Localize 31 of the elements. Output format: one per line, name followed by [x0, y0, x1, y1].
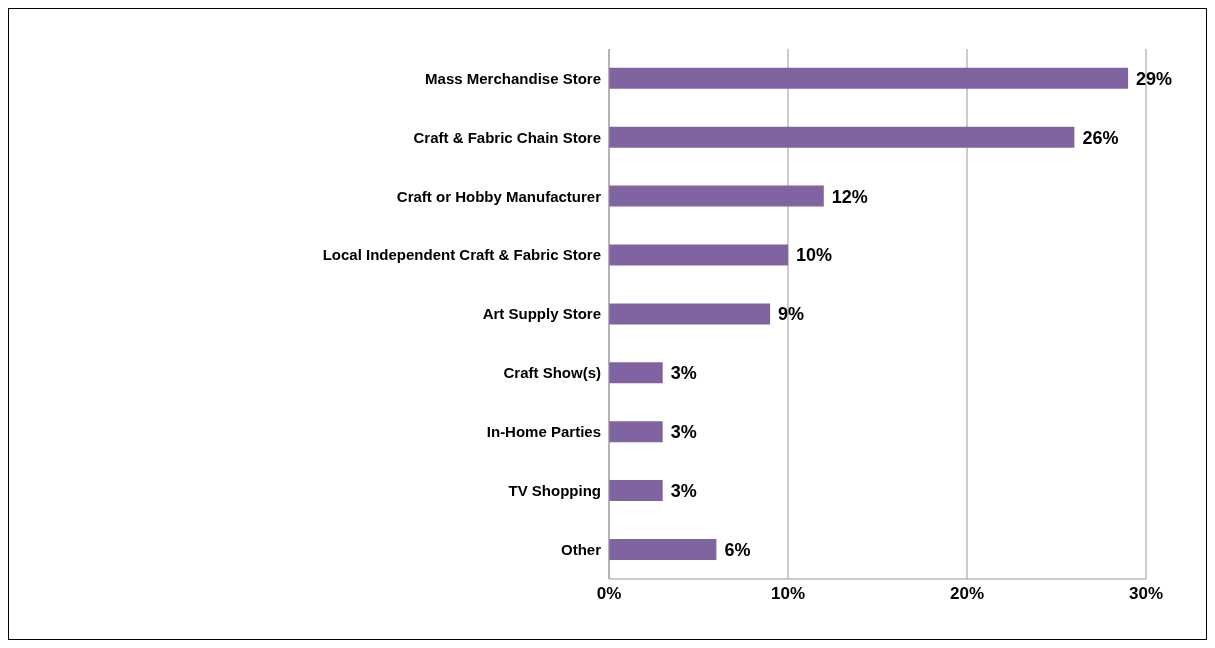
data-label: 3%: [670, 480, 697, 501]
y-tick-label: TV Shopping: [508, 481, 601, 499]
bar: [609, 538, 717, 560]
y-tick-label: In-Home Parties: [486, 423, 601, 441]
bar: [609, 67, 1129, 89]
data-label: 12%: [831, 186, 868, 207]
x-tick-label: 0%: [596, 584, 622, 604]
x-tick-label: 20%: [949, 584, 985, 604]
y-tick-label: Local Independent Craft & Fabric Store: [322, 246, 601, 264]
bar: [609, 421, 663, 443]
y-tick-label: Mass Merchandise Store: [425, 69, 601, 87]
bar: [609, 480, 663, 502]
data-label: 6%: [724, 539, 751, 560]
x-tick-label: 30%: [1128, 584, 1164, 604]
data-label: 29%: [1136, 68, 1173, 89]
y-tick-label: Craft or Hobby Manufacturer: [396, 187, 602, 205]
y-tick-label: Other: [560, 540, 602, 558]
bar: [609, 303, 771, 325]
bar: [609, 362, 663, 384]
y-tick-label: Art Supply Store: [482, 305, 601, 323]
data-label: 26%: [1082, 127, 1119, 148]
bar: [609, 126, 1075, 148]
data-label: 9%: [778, 304, 805, 325]
data-label: 10%: [796, 245, 833, 266]
x-tick-label: 10%: [770, 584, 806, 604]
bar: [609, 244, 788, 266]
y-tick-label: Craft & Fabric Chain Store: [413, 128, 601, 146]
y-tick-label: Craft Show(s): [503, 364, 601, 382]
bar: [609, 185, 824, 207]
data-label: 3%: [670, 363, 697, 384]
data-label: 3%: [670, 422, 697, 443]
